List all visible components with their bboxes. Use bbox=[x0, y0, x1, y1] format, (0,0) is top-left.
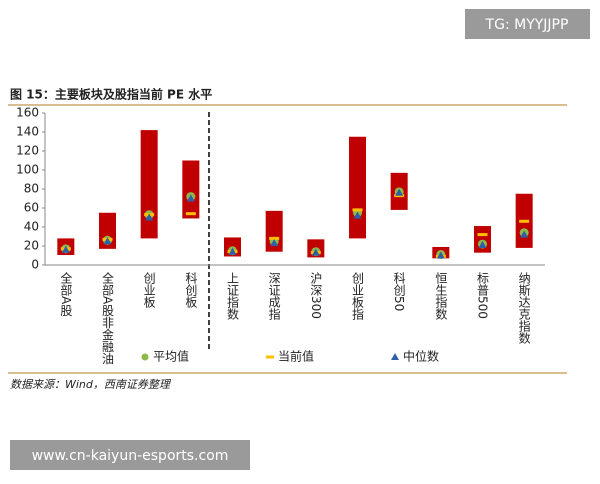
range-bar bbox=[349, 136, 366, 239]
chart-title: 图 15：主要板块及股指当前 PE 水平 bbox=[10, 87, 212, 102]
x-tick-label: 沪深300 bbox=[309, 272, 323, 319]
median-marker bbox=[228, 247, 237, 255]
range-bar bbox=[140, 130, 158, 239]
x-tick-label: 全部A股非金融油 bbox=[101, 271, 115, 365]
y-tick-label: 60 bbox=[24, 201, 39, 215]
legend-marker bbox=[391, 353, 399, 360]
median-marker bbox=[270, 239, 279, 247]
y-tick-label: 160 bbox=[16, 106, 39, 120]
x-tick-label: 上证指数 bbox=[226, 272, 240, 321]
x-tick-label: 科创50 bbox=[392, 272, 406, 312]
median-marker bbox=[395, 188, 404, 196]
legend-label: 平均值 bbox=[153, 349, 189, 364]
footer-url: www.cn-kaiyun-esports.com bbox=[32, 448, 229, 464]
x-tick-label: 全部A股 bbox=[59, 271, 73, 317]
x-tick-label: 创业板指 bbox=[351, 272, 365, 321]
y-tick-label: 100 bbox=[16, 163, 39, 177]
x-tick-label: 恒生指数 bbox=[434, 272, 448, 321]
median-marker bbox=[311, 248, 320, 256]
current-marker bbox=[185, 212, 196, 216]
range-bar bbox=[182, 160, 200, 219]
median-marker bbox=[61, 245, 70, 253]
url-box bbox=[10, 440, 250, 470]
legend-label: 中位数 bbox=[403, 349, 439, 364]
legend-marker bbox=[266, 355, 274, 359]
current-marker bbox=[519, 219, 530, 223]
y-tick-label: 0 bbox=[31, 258, 39, 272]
x-tick-label: 深证成指 bbox=[267, 272, 281, 321]
y-tick-label: 40 bbox=[24, 220, 39, 234]
x-tick-label: 科创板 bbox=[184, 272, 198, 309]
x-tick-label: 标普500 bbox=[476, 272, 490, 319]
median-marker bbox=[436, 251, 445, 259]
x-tick-label: 纳斯达克指数 bbox=[517, 272, 531, 345]
y-tick-label: 120 bbox=[16, 144, 39, 158]
legend-marker bbox=[141, 353, 149, 361]
range-bar bbox=[474, 226, 491, 253]
current-marker bbox=[269, 236, 280, 240]
watermark: TG: MYYJJPP bbox=[485, 17, 569, 33]
median-marker bbox=[478, 241, 487, 249]
median-marker bbox=[186, 194, 195, 202]
median-marker bbox=[103, 237, 112, 245]
watermark-box bbox=[465, 9, 590, 39]
y-tick-label: 140 bbox=[16, 125, 39, 139]
median-marker bbox=[145, 213, 154, 221]
median-marker bbox=[353, 211, 362, 219]
current-marker bbox=[352, 208, 363, 212]
y-tick-label: 20 bbox=[24, 239, 39, 253]
plot: 0 20 40 60 80 100 120 140 160 全部A股 全部A股非金融油 创业板 科创板 上… bbox=[16, 106, 545, 365]
legend-label: 当前值 bbox=[278, 349, 314, 364]
current-marker bbox=[477, 233, 488, 237]
x-tick-label: 创业板 bbox=[142, 272, 156, 309]
source: 数据来源：Wind，西南证券整理 bbox=[10, 378, 172, 391]
y-tick-label: 80 bbox=[24, 182, 39, 196]
median-marker bbox=[520, 230, 529, 238]
